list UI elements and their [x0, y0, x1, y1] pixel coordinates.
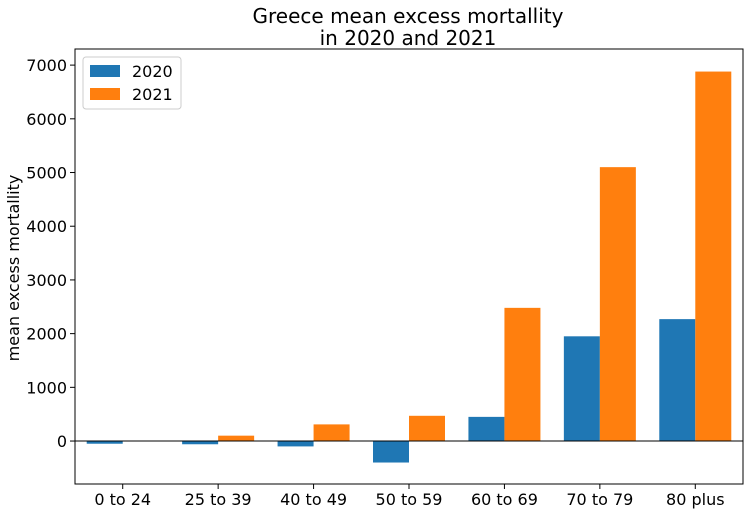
bar-2020-4: [468, 416, 505, 442]
x-tick-label-5: 70 to 79: [566, 490, 633, 509]
y-tick-label-3: 3000: [26, 271, 67, 290]
bar-2020-3: [373, 441, 409, 463]
axes-layer: 0 1000 2000 3000 4000 5000 6000 7000 0 to 24 25 t…: [26, 48, 744, 509]
chart-title-line-1: Greece mean excess mortallity: [253, 4, 564, 28]
x-tick-label-3: 50 to 59: [376, 490, 443, 509]
legend: 2020 2021: [82, 56, 182, 110]
legend-swatch-2020: [90, 65, 120, 77]
y-axis-label: mean excess mortallity: [4, 175, 23, 362]
x-tick-label-4: 60 to 69: [471, 490, 538, 509]
y-tick-label-5: 5000: [26, 164, 67, 183]
bars-layer: [86, 71, 732, 463]
x-tick-label-2: 40 to 49: [280, 490, 347, 509]
bar-2021-1: [218, 435, 255, 442]
y-tick-label-6: 6000: [26, 110, 67, 129]
bar-2021-2: [313, 424, 350, 442]
y-tick-label-2: 2000: [26, 325, 67, 344]
x-tick-label-0: 0 to 24: [94, 490, 151, 509]
bar-2021-4: [504, 307, 541, 442]
bar-2020-2: [277, 441, 314, 447]
bar-2021-5: [599, 167, 636, 442]
x-tick-label-6: 80 plus: [666, 490, 725, 509]
legend-swatch-2021: [90, 88, 120, 100]
legend-label-2020: 2020: [132, 62, 173, 81]
y-tick-label-4: 4000: [26, 217, 67, 236]
chart-title-line-2: in 2020 and 2021: [320, 26, 497, 50]
bar-2021-3: [409, 415, 445, 442]
bar-2020-6: [659, 319, 696, 442]
y-tick-label-7: 7000: [26, 56, 67, 75]
bar-2020-5: [563, 336, 600, 442]
x-tick-label-1: 25 to 39: [185, 490, 252, 509]
legend-label-2021: 2021: [132, 85, 173, 104]
bar-2020-0: [86, 441, 123, 444]
y-tick-label-1: 1000: [26, 378, 67, 397]
y-tick-label-0: 0: [57, 432, 67, 451]
bar-2020-1: [182, 441, 219, 445]
bar-2021-6: [695, 71, 732, 442]
